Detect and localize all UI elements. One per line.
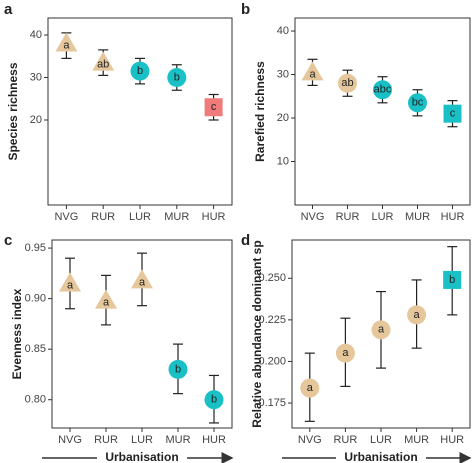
group-letter: a xyxy=(309,68,316,80)
group-letter: a xyxy=(67,279,74,291)
x-tick-label: HUR xyxy=(441,211,465,223)
group-letter: a xyxy=(103,297,110,309)
group-letter: c xyxy=(450,108,456,120)
group-letter: a xyxy=(63,39,70,51)
marker xyxy=(407,305,427,325)
x-tick-label: RUR xyxy=(336,211,360,223)
group-letter: a xyxy=(378,324,385,336)
y-axis-label: Evenness index xyxy=(10,288,24,379)
marker xyxy=(371,320,391,340)
marker xyxy=(131,269,153,289)
group-letter: b xyxy=(449,274,455,286)
y-axis-label: Rarefied richness xyxy=(253,61,267,162)
panel-label: b xyxy=(241,1,250,18)
y-axis-label: Species richness xyxy=(6,62,20,160)
panel-label: a xyxy=(4,1,13,18)
x-tick-label: HUR xyxy=(202,211,226,223)
group-letter: a xyxy=(342,347,349,359)
marker xyxy=(95,289,117,309)
y-tick-label: 10 xyxy=(277,155,289,167)
x-tick-label: NVG xyxy=(298,434,322,446)
marker xyxy=(443,270,462,289)
x-tick-label: LUR xyxy=(131,434,153,446)
marker xyxy=(130,61,150,81)
marker xyxy=(335,343,355,363)
panel-label: d xyxy=(241,232,250,249)
y-tick-label: 20 xyxy=(30,114,42,126)
marker xyxy=(338,73,357,93)
x-axis-label: Urbanisation xyxy=(344,450,417,463)
marker xyxy=(55,32,78,52)
marker xyxy=(168,359,188,379)
marker xyxy=(301,61,324,81)
x-tick-label: HUR xyxy=(202,434,226,446)
group-letter: ab xyxy=(97,59,109,71)
x-tick-label: LUR xyxy=(129,211,151,223)
marker xyxy=(408,93,427,113)
y-tick-label: 0.80 xyxy=(25,394,46,406)
marker xyxy=(443,104,462,123)
group-letter: b xyxy=(211,394,217,406)
marker xyxy=(204,98,223,117)
group-letter: a xyxy=(307,382,314,394)
x-tick-label: RUR xyxy=(91,211,115,223)
x-tick-label: LUR xyxy=(371,211,393,223)
marker xyxy=(92,51,115,71)
y-tick-label: 0.85 xyxy=(25,343,46,355)
marker xyxy=(204,390,224,410)
x-tick-label: MUR xyxy=(165,434,190,446)
panel-label: c xyxy=(4,232,12,249)
y-tick-label: 0.95 xyxy=(25,242,46,254)
y-tick-label: 30 xyxy=(30,71,42,83)
marker xyxy=(167,68,187,87)
group-letter: b xyxy=(137,65,143,77)
x-tick-label: RUR xyxy=(94,434,118,446)
y-tick-label: 0.90 xyxy=(25,293,46,305)
group-letter: bc xyxy=(412,97,424,109)
group-letter: a xyxy=(414,309,421,321)
x-tick-label: RUR xyxy=(333,434,357,446)
y-tick-label: 0.175 xyxy=(258,397,286,409)
group-letter: b xyxy=(174,71,180,83)
y-tick-label: 20 xyxy=(277,112,289,124)
group-letter: abc xyxy=(374,84,392,96)
y-axis-label: Relative abundance dominant sp xyxy=(250,240,264,427)
y-tick-label: 0.250 xyxy=(258,272,286,284)
group-letter: b xyxy=(175,363,181,375)
x-axis-label: Urbanisation xyxy=(105,450,178,463)
group-letter: ab xyxy=(341,77,353,89)
y-tick-label: 30 xyxy=(277,68,289,80)
x-tick-label: MUR xyxy=(164,211,189,223)
x-tick-label: NVG xyxy=(54,211,78,223)
x-tick-label: NVG xyxy=(58,434,82,446)
group-letter: c xyxy=(211,101,217,113)
plot-frame xyxy=(47,17,233,206)
marker xyxy=(300,378,320,398)
x-tick-label: MUR xyxy=(405,211,430,223)
x-tick-label: MUR xyxy=(404,434,429,446)
y-tick-label: 0.225 xyxy=(258,314,286,326)
y-tick-label: 40 xyxy=(30,29,42,41)
y-tick-label: 40 xyxy=(277,25,289,37)
y-tick-label: 0.200 xyxy=(258,355,286,367)
marker xyxy=(373,80,392,100)
x-tick-label: NVG xyxy=(301,211,325,223)
x-tick-label: LUR xyxy=(370,434,392,446)
marker xyxy=(59,272,81,292)
x-tick-label: HUR xyxy=(440,434,464,446)
group-letter: a xyxy=(139,276,146,288)
